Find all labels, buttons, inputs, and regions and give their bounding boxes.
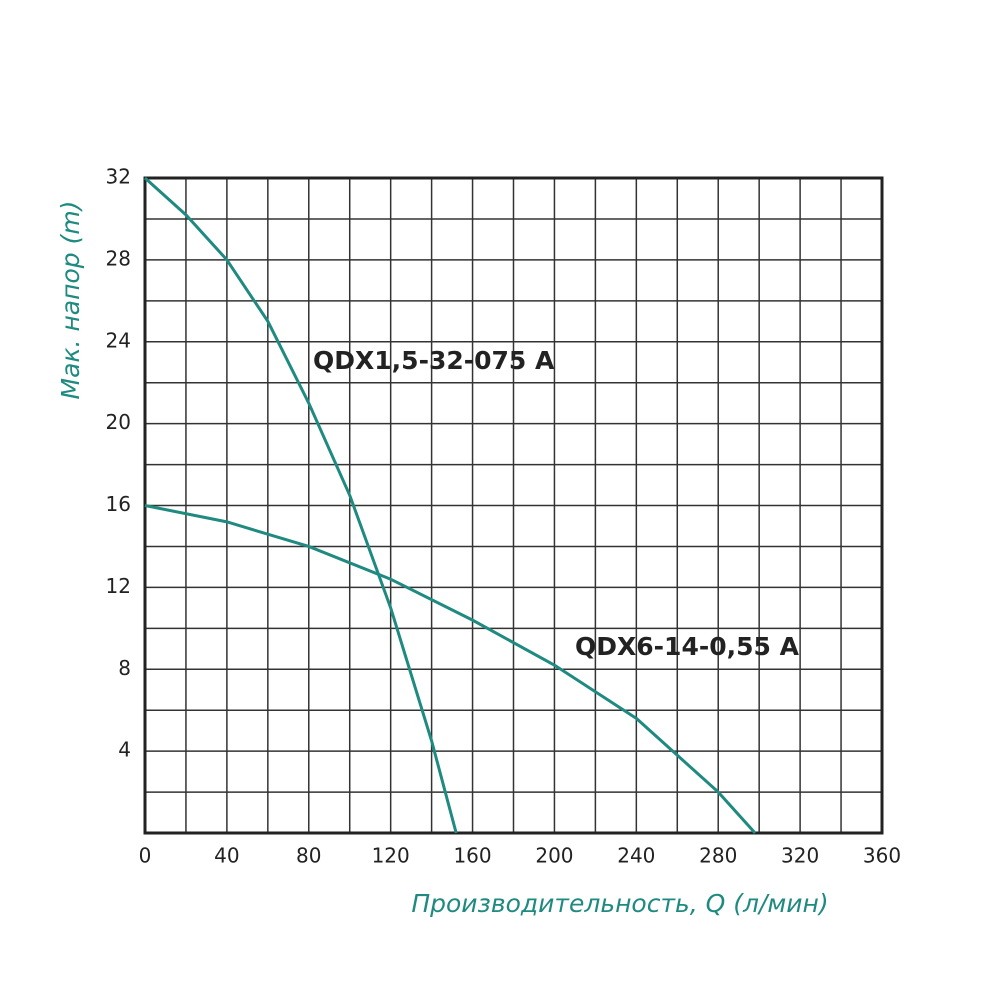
x-tick-label: 40 [214, 844, 239, 868]
x-tick-label: 120 [372, 844, 410, 868]
series-label: QDX6-14-0,55 A [575, 632, 800, 661]
y-tick-label: 16 [106, 492, 131, 516]
y-tick-label: 8 [118, 656, 131, 680]
x-tick-label: 280 [699, 844, 737, 868]
y-tick-label: 32 [106, 165, 131, 189]
series-label: QDX1,5-32-075 A [313, 346, 555, 375]
x-tick-label: 240 [617, 844, 655, 868]
x-tick-label: 160 [453, 844, 491, 868]
x-tick-label: 200 [535, 844, 573, 868]
y-tick-label: 12 [106, 574, 131, 598]
y-tick-label: 28 [106, 246, 131, 270]
y-tick-label: 20 [106, 410, 131, 434]
x-tick-label: 80 [296, 844, 321, 868]
x-tick-label: 320 [781, 844, 819, 868]
y-tick-label: 24 [106, 328, 131, 352]
y-tick-label: 4 [118, 738, 131, 762]
x-tick-label: 360 [863, 844, 901, 868]
x-axis-title: Производительность, Q (л/мин) [411, 889, 828, 918]
y-axis-title: Мак. напор (m) [56, 201, 85, 400]
x-tick-label: 0 [139, 844, 152, 868]
series-line [144, 504, 757, 835]
series-line [143, 176, 458, 834]
